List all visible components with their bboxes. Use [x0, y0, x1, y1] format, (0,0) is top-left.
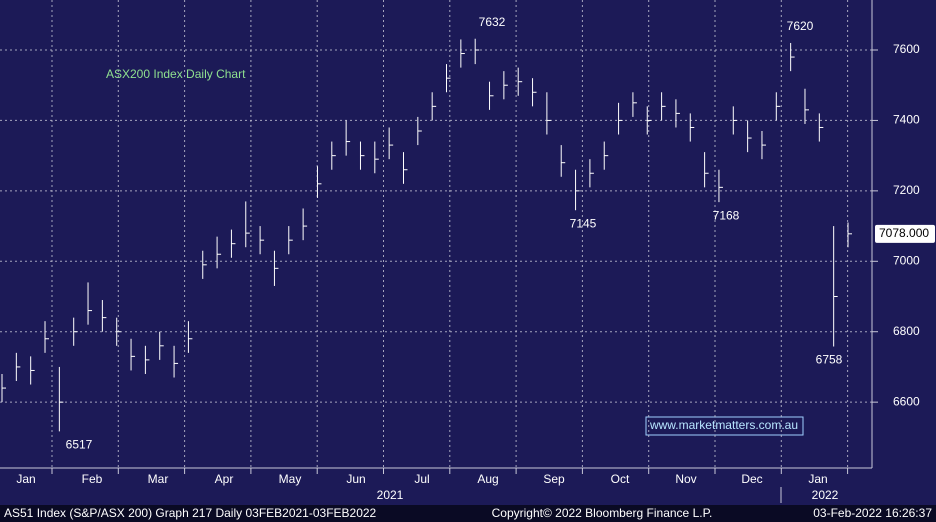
footer-right: 03-Feb-2022 16:26:37	[813, 506, 932, 520]
y-tick-label: 6600	[893, 394, 920, 408]
watermark: www.marketmatters.com.au	[649, 418, 798, 432]
annotation: 7632	[479, 15, 506, 29]
year-label: 2022	[812, 488, 839, 502]
x-tick-label: Oct	[611, 472, 630, 486]
last-price-label: 7078.000	[879, 226, 929, 240]
watermark-box	[645, 416, 804, 436]
x-tick-label: Sep	[543, 472, 565, 486]
annotation: 7145	[570, 216, 597, 230]
annotation: 7168	[713, 208, 740, 222]
y-tick-label: 7200	[893, 183, 920, 197]
x-tick-label: Feb	[82, 472, 103, 486]
y-tick-label: 7000	[893, 253, 920, 267]
x-tick-label: Jul	[414, 472, 429, 486]
x-tick-label: Aug	[477, 472, 498, 486]
x-tick-label: Apr	[215, 472, 234, 486]
footer-center: Copyright© 2022 Bloomberg Finance L.P.	[492, 506, 713, 520]
x-tick-label: May	[279, 472, 302, 486]
x-tick-label: Dec	[741, 472, 762, 486]
y-tick-label: 7600	[893, 42, 920, 56]
plot-area	[0, 0, 872, 468]
footer-left: AS51 Index (S&P/ASX 200) Graph 217 Daily…	[4, 506, 377, 520]
y-tick-label: 7400	[893, 113, 920, 127]
y-axis-area	[872, 0, 936, 505]
y-tick-label: 6800	[893, 324, 920, 338]
annotation: 6517	[66, 438, 93, 452]
year-label: 2021	[377, 488, 404, 502]
footer-bar	[0, 505, 936, 522]
x-tick-label: Jun	[346, 472, 365, 486]
chart-title: ASX200 Index Daily Chart	[106, 67, 246, 81]
annotation: 7620	[787, 19, 814, 33]
x-tick-label: Jan	[16, 472, 35, 486]
x-tick-label: Nov	[675, 472, 696, 486]
last-price-box	[875, 224, 935, 243]
x-tick-label: Jan	[808, 472, 827, 486]
annotation: 6758	[816, 353, 843, 367]
x-tick-label: Mar	[148, 472, 169, 486]
